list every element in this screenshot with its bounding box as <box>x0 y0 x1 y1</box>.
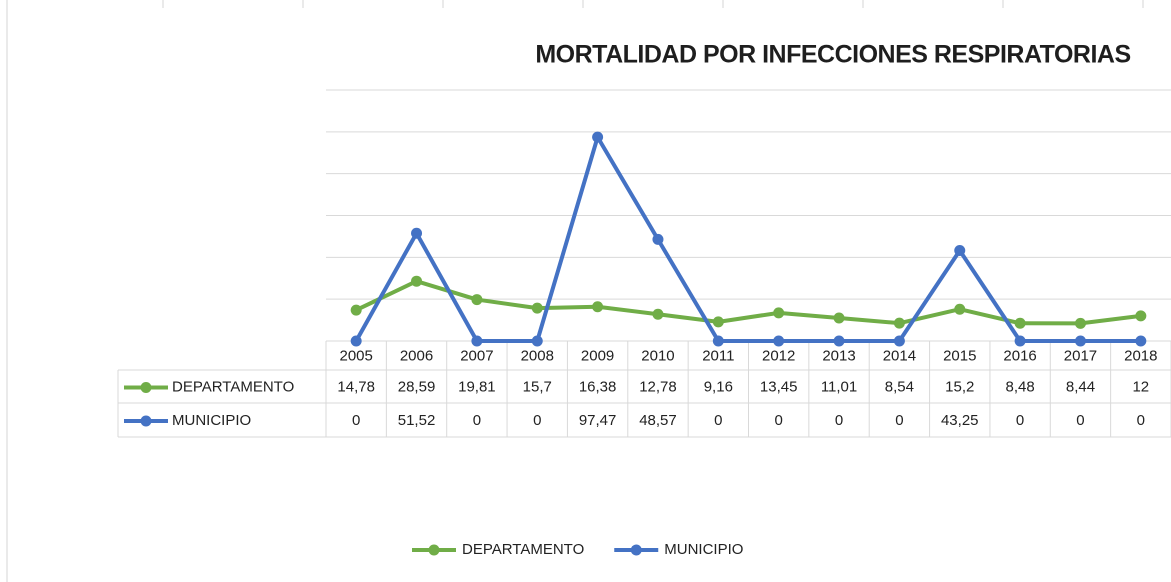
point <box>954 303 966 315</box>
value-label: 19,81 <box>458 378 496 395</box>
category-label: 2008 <box>521 347 554 364</box>
category-label: 2006 <box>400 347 433 364</box>
value-label: 97,47 <box>579 412 617 429</box>
point <box>350 335 362 347</box>
point <box>893 335 905 347</box>
point <box>833 312 845 324</box>
legend-label: DEPARTAMENTO <box>462 541 584 558</box>
value-label: 0 <box>775 412 783 429</box>
value-label: 8,44 <box>1066 378 1095 395</box>
value-label: 14,78 <box>337 378 375 395</box>
point <box>1074 317 1086 329</box>
point <box>1014 317 1026 329</box>
value-label: 8,48 <box>1006 378 1035 395</box>
category-label: 2013 <box>822 347 855 364</box>
value-label: 0 <box>533 412 541 429</box>
legend-key <box>140 382 152 393</box>
point <box>893 317 905 329</box>
point <box>350 304 362 316</box>
point <box>1014 335 1026 347</box>
value-label: 48,57 <box>639 412 677 429</box>
value-label: 15,2 <box>945 378 974 395</box>
legend-key <box>630 544 642 556</box>
value-label: 15,7 <box>523 378 552 395</box>
series-name: DEPARTAMENTO <box>172 378 294 395</box>
value-label: 0 <box>895 412 903 429</box>
point <box>531 335 543 347</box>
category-label: 2011 <box>702 347 734 364</box>
point <box>773 335 785 347</box>
value-label: 51,52 <box>398 412 436 429</box>
value-label: 0 <box>352 412 360 429</box>
point <box>531 302 543 314</box>
value-label: 0 <box>714 412 722 429</box>
value-label: 12,78 <box>639 378 677 395</box>
point <box>773 307 785 319</box>
category-label: 2018 <box>1124 347 1157 364</box>
sheet-lines <box>6 0 1144 582</box>
series-name: MUNICIPIO <box>172 412 251 429</box>
value-label: 0 <box>1076 412 1084 429</box>
legend-label: MUNICIPIO <box>664 541 743 558</box>
category-label: 2015 <box>943 347 976 364</box>
point <box>471 335 483 347</box>
point <box>712 316 724 328</box>
value-label: 0 <box>473 412 481 429</box>
chart-title: MORTALIDAD POR INFECCIONES RESPIRATORIAS <box>535 41 1130 69</box>
point <box>592 131 604 143</box>
category-label: 2010 <box>641 347 674 364</box>
category-label: 2016 <box>1003 347 1036 364</box>
value-label: 0 <box>835 412 843 429</box>
value-label: 12 <box>1132 378 1149 395</box>
point <box>833 335 845 347</box>
value-label: 8,54 <box>885 378 914 395</box>
point <box>411 275 423 287</box>
point <box>954 245 966 257</box>
value-label: 0 <box>1137 412 1145 429</box>
point <box>592 301 604 313</box>
category-label: 2014 <box>883 347 916 364</box>
value-label: 16,38 <box>579 378 617 395</box>
category-label: 2012 <box>762 347 795 364</box>
series-line <box>355 279 1142 326</box>
value-label: 13,45 <box>760 378 798 395</box>
legend-key <box>428 544 440 556</box>
category-label: 2005 <box>339 347 372 364</box>
value-label: 28,59 <box>398 378 436 395</box>
value-label: 43,25 <box>941 412 979 429</box>
point <box>471 294 483 306</box>
value-label: 9,16 <box>704 378 733 395</box>
point <box>1135 310 1147 322</box>
value-label: 11,01 <box>821 378 857 395</box>
point <box>652 308 664 320</box>
point <box>1074 335 1086 347</box>
category-label: 2017 <box>1064 347 1097 364</box>
value-label: 0 <box>1016 412 1024 429</box>
point <box>652 233 664 245</box>
point <box>1135 335 1147 347</box>
category-label: 2009 <box>581 347 614 364</box>
legend-key <box>140 415 152 427</box>
category-label: 2007 <box>460 347 493 364</box>
point <box>411 227 423 239</box>
series-line <box>354 135 1141 343</box>
point <box>712 335 724 347</box>
